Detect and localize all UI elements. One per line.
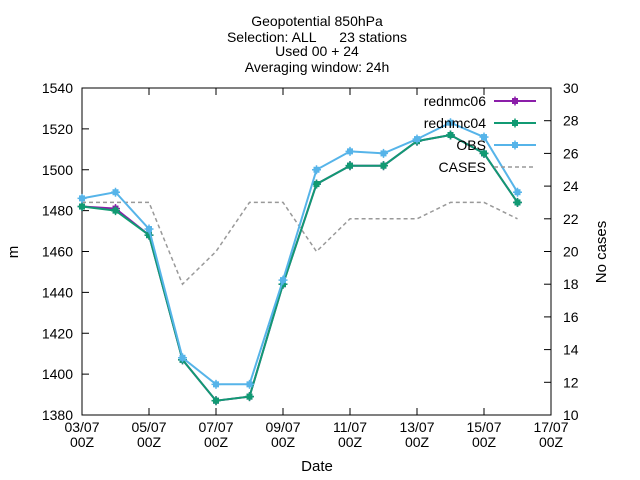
series-rednmc04 (77, 130, 522, 406)
y-axis: 1380 1400 1420 1440 1460 1480 1500 1520 1540 (42, 80, 89, 423)
data-point-obs (412, 134, 422, 144)
data-point-obs (178, 353, 187, 363)
series-line-rednmc04 (81, 133, 519, 402)
x-tick-label-hour: 00Z (204, 434, 229, 450)
y2-axis: 10 12 14 16 18 20 22 24 26 28 30 (544, 80, 579, 423)
title-line-2: Selection: ALL 23 stations (227, 29, 407, 45)
legend-item-obs: OBS (456, 137, 536, 153)
data-point-obs (245, 379, 254, 389)
data-point-obs (278, 275, 288, 285)
series-line-obs (81, 121, 519, 386)
data-point-obs (513, 187, 522, 197)
legend-label-rednmc06: rednmc06 (424, 93, 486, 109)
y2-tick-label: 12 (563, 374, 579, 390)
y-tick-label: 1520 (42, 121, 73, 137)
legend-label-obs: OBS (456, 137, 486, 153)
series-layer (77, 118, 522, 406)
data-point-obs (211, 379, 221, 389)
x-tick-label-hour: 00Z (271, 434, 296, 450)
title-line-3: Used 00 + 24 (275, 43, 359, 59)
x-tick-label-date: 13/07 (399, 419, 434, 435)
x-tick-label-hour: 00Z (539, 434, 564, 450)
series-line-cases (82, 201, 518, 286)
x-axis-label: Date (301, 458, 333, 475)
x-tick-label-date: 11/07 (333, 419, 367, 435)
data-point-rednmc04 (479, 148, 489, 158)
data-point-rednmc04 (77, 202, 87, 212)
x-tick-label-hour: 00Z (405, 434, 430, 450)
y-axis-label: m (5, 246, 22, 259)
data-point-rednmc04 (379, 161, 388, 171)
y-tick-label: 1400 (42, 366, 73, 382)
y2-axis-label: No cases (593, 221, 610, 284)
y2-tick-label: 26 (563, 145, 579, 161)
y2-tick-label: 22 (563, 211, 579, 227)
y-tick-label: 1540 (42, 80, 73, 96)
legend: rednmc06 rednmc04 OBS CASES (424, 93, 536, 175)
x-tick-label-date: 07/07 (198, 419, 233, 435)
x-tick-label-hour: 00Z (472, 434, 497, 450)
x-tick-label-hour: 00Z (338, 434, 363, 450)
y-tick-label: 1380 (42, 407, 73, 423)
data-point-obs (379, 148, 388, 158)
y2-tick-label: 16 (563, 309, 579, 325)
data-point-rednmc04 (211, 396, 221, 406)
x-tick-label-date: 15/07 (466, 419, 501, 435)
x-tick-label-date: 05/07 (131, 419, 166, 435)
y-tick-label: 1480 (42, 203, 73, 219)
data-point-obs (312, 165, 321, 175)
chart-title: Geopotential 850hPa Selection: ALL 23 st… (227, 13, 407, 75)
y-tick-label: 1460 (42, 244, 73, 260)
data-point-obs (144, 224, 154, 234)
data-point-rednmc04 (513, 197, 522, 207)
series-cases (82, 201, 518, 286)
y2-tick-label: 14 (563, 342, 579, 358)
y2-tick-label: 30 (563, 80, 579, 96)
data-point-obs (111, 187, 120, 197)
data-point-rednmc04 (312, 179, 321, 189)
data-point-obs (446, 118, 455, 128)
y-tick-label: 1500 (42, 162, 73, 178)
title-line-1: Geopotential 850hPa (251, 13, 383, 29)
title-line-4: Averaging window: 24h (245, 59, 390, 75)
series-obs (77, 118, 522, 389)
data-point-rednmc04 (345, 161, 355, 171)
x-tick-label-date: 17/07 (533, 419, 568, 435)
legend-label-cases: CASES (439, 159, 486, 175)
y2-tick-label: 10 (563, 407, 579, 423)
y-tick-label: 1420 (42, 325, 73, 341)
data-point-obs (479, 132, 489, 142)
data-point-obs (77, 193, 87, 203)
y2-tick-label: 18 (563, 276, 579, 292)
x-tick-label-date: 03/07 (64, 419, 99, 435)
legend-item-rednmc04: rednmc04 (424, 115, 536, 131)
x-tick-label-hour: 00Z (70, 434, 95, 450)
data-point-obs (345, 146, 355, 156)
legend-item-rednmc06: rednmc06 (424, 93, 536, 109)
data-point-rednmc04 (111, 206, 120, 216)
data-point-rednmc04 (245, 392, 254, 402)
data-point-rednmc04 (446, 130, 455, 140)
y2-tick-label: 20 (563, 244, 579, 260)
x-tick-label-date: 09/07 (265, 419, 300, 435)
y2-tick-label: 28 (563, 113, 579, 129)
legend-item-cases: CASES (439, 159, 536, 175)
legend-marker-rednmc06 (510, 96, 520, 106)
legend-label-rednmc04: rednmc04 (424, 115, 486, 131)
y2-tick-label: 24 (563, 178, 579, 194)
x-tick-label-hour: 00Z (137, 434, 162, 450)
legend-marker-rednmc04 (510, 118, 520, 128)
x-axis: 03/0700Z05/0700Z07/0700Z09/0700Z11/0700Z… (64, 88, 569, 450)
legend-marker-obs (510, 140, 520, 150)
y-tick-label: 1440 (42, 284, 73, 300)
